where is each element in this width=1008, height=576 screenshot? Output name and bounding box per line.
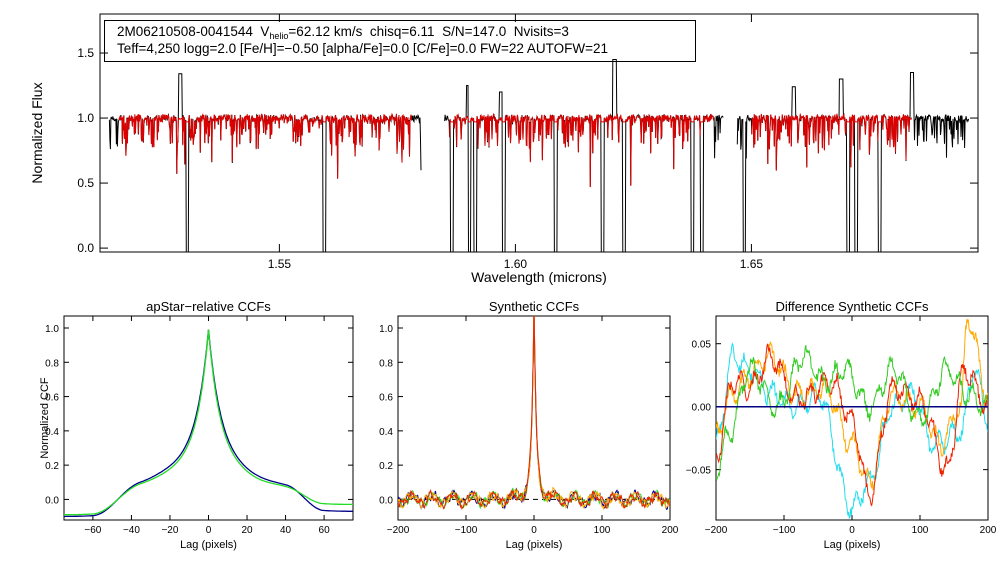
x-tick-label: −20 [161, 525, 178, 536]
vhelio-value: =62.12 km/s [288, 24, 363, 39]
y-tick-label: 0.00 [692, 403, 712, 414]
snr-value: S/N=147.0 [442, 24, 507, 39]
y-tick-label: 1.0 [379, 324, 393, 335]
x-tick-label: 40 [280, 525, 292, 536]
vhelio-subscript: helio [269, 31, 289, 41]
x-tick-label: 0 [849, 525, 855, 536]
observed-spectrum-line [108, 73, 422, 252]
x-axis-title: Lag (pixels) [506, 539, 563, 551]
y-tick-label: 0.4 [379, 427, 393, 438]
vhelio-label: V [260, 24, 270, 39]
y-axis-title: Normalized CCF [39, 377, 51, 459]
y-tick-label: 1.0 [77, 111, 94, 125]
info-line-1: 2M06210508-0041544 Vhelio=62.12 km/s chi… [117, 24, 569, 44]
x-tick-label: −100 [455, 525, 478, 536]
y-axis-title: Normalized Flux [29, 82, 45, 183]
x-tick-label: 1.55 [268, 257, 292, 271]
y-tick-label: 1.0 [45, 324, 59, 335]
model-spectrum-line [449, 112, 715, 188]
observed-spectrum-line [444, 59, 724, 252]
y-tick-label: 0.4 [45, 427, 59, 438]
x-tick-label: −200 [705, 525, 728, 536]
y-tick-label: 0.05 [692, 340, 712, 351]
info-box: 2M06210508-0041544 Vhelio=62.12 km/s chi… [104, 20, 696, 62]
y-tick-label: 0.8 [379, 358, 393, 369]
difference-ccf-line [716, 343, 988, 507]
x-tick-label: 20 [241, 525, 253, 536]
x-axis-title: Lag (pixels) [824, 539, 881, 551]
x-tick-label: −200 [387, 525, 410, 536]
difference-ccf-plot-frame [715, 315, 989, 521]
model-spectrum-line [118, 112, 412, 179]
apstar-ccf-plot-frame [63, 315, 354, 521]
y-tick-label: 1.5 [77, 46, 94, 60]
x-tick-label: −40 [123, 525, 140, 536]
panel-title: Synthetic CCFs [489, 299, 580, 314]
y-tick-label: 0.6 [379, 393, 393, 404]
x-tick-label: 1.65 [740, 257, 764, 271]
y-tick-label: 0.0 [45, 495, 59, 506]
chisq-value: chisq=6.11 [369, 24, 435, 39]
info-line-2: Teff=4,250 logg=2.0 [Fe/H]=−0.50 [alpha/… [117, 41, 609, 56]
x-tick-label: −100 [773, 525, 796, 536]
x-axis-title: Wavelength (microns) [471, 269, 607, 285]
y-tick-label: 0.6 [45, 393, 59, 404]
y-tick-label: 0.0 [77, 241, 94, 255]
y-tick-label: −0.05 [686, 466, 712, 477]
y-tick-label: 0.2 [45, 461, 59, 472]
x-axis-title: Lag (pixels) [180, 539, 237, 551]
y-tick-label: 0.0 [379, 495, 393, 506]
y-tick-label: 0.5 [77, 176, 94, 190]
panel-title: Difference Synthetic CCFs [776, 299, 929, 314]
synthetic-ccf-line [398, 316, 670, 511]
difference-ccf-line [716, 342, 988, 519]
x-tick-label: 100 [594, 525, 611, 536]
y-tick-label: 0.2 [379, 461, 393, 472]
model-spectrum-line [751, 113, 912, 171]
x-tick-label: 100 [912, 525, 929, 536]
panel-title: apStar−relative CCFs [146, 299, 271, 314]
difference-ccf-line [716, 318, 988, 492]
x-tick-label: 200 [980, 525, 997, 536]
synthetic-ccf-plot-frame [397, 315, 671, 521]
x-tick-label: 200 [662, 525, 679, 536]
star-id: 2M06210508-0041544 [117, 24, 253, 39]
ccf-series-line [64, 329, 353, 518]
x-tick-label: 60 [319, 525, 331, 536]
ccf-series-line [64, 329, 353, 516]
spectrum-plot-frame [99, 13, 979, 253]
x-tick-label: 0 [531, 525, 537, 536]
difference-ccf-line [716, 345, 988, 481]
x-tick-label: 1.60 [504, 257, 528, 271]
x-tick-label: −60 [84, 525, 101, 536]
x-tick-label: 0 [206, 525, 212, 536]
observed-spectrum-line [736, 72, 970, 252]
y-tick-label: 0.8 [45, 358, 59, 369]
nvisits-value: Nvisits=3 [513, 24, 569, 39]
synthetic-ccf-line [398, 316, 670, 511]
